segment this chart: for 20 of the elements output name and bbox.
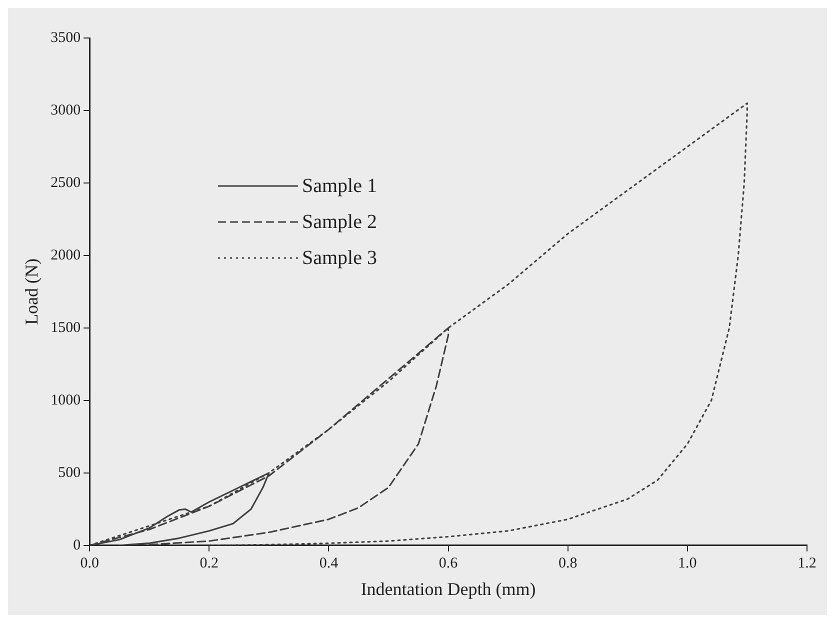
legend-label: Sample 3	[302, 246, 377, 270]
y-tick-label: 3500	[50, 30, 81, 46]
x-tick-label: 0.0	[80, 555, 99, 572]
y-tick-label: 500	[58, 464, 81, 481]
x-tick-label: 1.0	[678, 555, 697, 572]
x-tick-label: 0.4	[319, 555, 339, 572]
y-tick-label: 2000	[50, 247, 81, 264]
x-tick-label: 1.2	[798, 555, 816, 572]
x-tick-label: 0.6	[438, 555, 458, 572]
y-tick-label: 0	[73, 537, 81, 554]
legend-label: Sample 2	[302, 210, 377, 234]
x-tick-label: 0.8	[558, 555, 578, 572]
x-axis-title: Indentation Depth (mm)	[360, 578, 536, 599]
x-tick-label: 0.2	[200, 555, 219, 572]
y-tick-label: 3000	[50, 102, 81, 118]
y-tick-label: 1500	[50, 320, 81, 336]
y-tick-label: 2500	[50, 174, 81, 191]
y-axis-title: Load (N)	[22, 258, 42, 325]
legend-label: Sample 1	[302, 174, 377, 198]
y-tick-label: 1000	[50, 392, 81, 408]
